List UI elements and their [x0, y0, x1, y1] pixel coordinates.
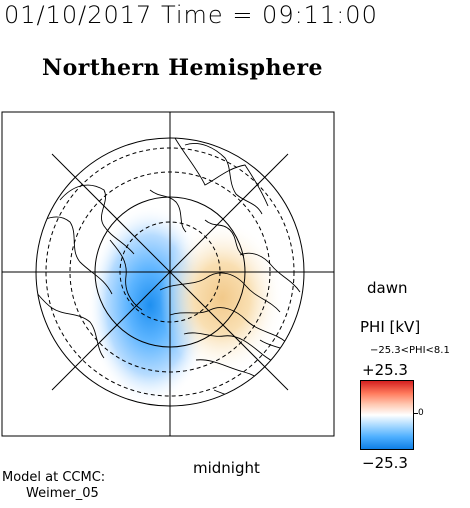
legend-title: PHI [kV] — [360, 318, 421, 336]
potential-field — [88, 205, 284, 405]
plot-title: Northern Hemisphere — [42, 55, 324, 81]
legend-range-text: −25.3<PHI<8.1 — [370, 345, 450, 356]
dusk-cell — [160, 220, 284, 376]
colorbar-max-label: +25.3 — [362, 361, 408, 379]
lat-lon-grid — [2, 112, 334, 436]
colorbar-min-label: −25.3 — [362, 454, 408, 472]
colorbar-zero-tick — [413, 413, 418, 414]
timestamp-label: 01/10/2017 Time = 09:11:00 — [4, 1, 378, 29]
colorbar — [360, 380, 414, 450]
model-credit-line1: Model at CCMC: — [2, 470, 106, 485]
model-credit-line2: Weimer_05 — [26, 486, 99, 501]
polar-map — [1, 111, 335, 437]
colorbar-zero-label: 0 — [418, 408, 424, 418]
dawn-label: dawn — [367, 279, 408, 297]
midnight-label: midnight — [193, 459, 260, 477]
